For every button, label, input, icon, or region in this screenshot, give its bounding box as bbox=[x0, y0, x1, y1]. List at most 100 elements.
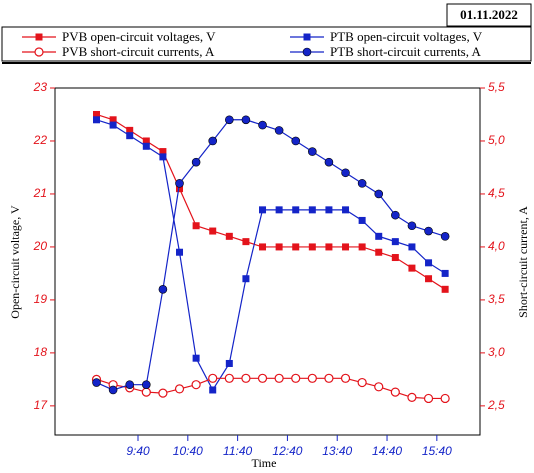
data-point bbox=[357, 377, 367, 388]
data-point bbox=[224, 373, 234, 383]
data-point bbox=[441, 269, 449, 277]
x-axis-label: Time bbox=[252, 456, 277, 470]
legend-label: PVB short-circuit currents, A bbox=[62, 44, 215, 59]
data-point bbox=[423, 393, 434, 404]
y-tick-label: 20 bbox=[33, 239, 48, 253]
data-point bbox=[440, 232, 450, 241]
legend-marker bbox=[302, 47, 312, 57]
data-point bbox=[126, 132, 134, 140]
data-point bbox=[209, 386, 217, 394]
data-point bbox=[241, 115, 251, 125]
data-point bbox=[291, 373, 301, 383]
data-point bbox=[208, 136, 218, 146]
data-point bbox=[126, 126, 134, 134]
y-tick-label: 17 bbox=[34, 398, 49, 412]
data-point bbox=[407, 392, 417, 402]
data-point bbox=[274, 126, 284, 135]
legend-label: PTB short-circuit currents, A bbox=[330, 44, 482, 59]
data-point bbox=[291, 136, 301, 146]
data-point bbox=[191, 157, 201, 167]
data-point bbox=[274, 373, 284, 383]
data-point bbox=[408, 264, 416, 272]
data-point bbox=[125, 380, 135, 389]
data-point bbox=[174, 384, 185, 394]
data-point bbox=[374, 189, 384, 199]
y2-tick-label: 3,5 bbox=[488, 292, 505, 306]
data-point bbox=[225, 115, 234, 125]
data-point bbox=[358, 216, 366, 224]
legend-label: PVB open-circuit voltages, V bbox=[62, 29, 216, 44]
data-point bbox=[325, 243, 333, 251]
y2-tick-label: 2,5 bbox=[487, 398, 505, 412]
data-point bbox=[176, 248, 184, 256]
data-point bbox=[225, 359, 233, 367]
data-point bbox=[191, 380, 201, 390]
data-point bbox=[208, 373, 218, 383]
data-point bbox=[425, 259, 433, 267]
legend-box bbox=[1, 26, 532, 62]
date: 01.11.2022 bbox=[460, 7, 518, 22]
y2-tick-label: 3,0 bbox=[488, 345, 505, 359]
data-point bbox=[308, 147, 317, 156]
legend-marker bbox=[35, 33, 43, 41]
data-point bbox=[257, 373, 268, 383]
data-point bbox=[292, 206, 300, 214]
data-point bbox=[424, 226, 433, 236]
data-point bbox=[93, 110, 101, 118]
data-point bbox=[391, 238, 399, 246]
data-point bbox=[375, 248, 383, 256]
y2-tick-label: 5,5 bbox=[488, 80, 505, 94]
data-point bbox=[292, 243, 300, 251]
y2-axis-label: Short-circuit current, A bbox=[516, 206, 530, 318]
data-point bbox=[391, 254, 399, 262]
series-line bbox=[96, 119, 446, 392]
data-point bbox=[408, 243, 416, 251]
series-line bbox=[96, 113, 446, 290]
data-point bbox=[241, 373, 251, 383]
data-point bbox=[324, 157, 334, 167]
legend-label: PTB open-circuit voltages, V bbox=[330, 29, 483, 44]
data-point bbox=[275, 243, 283, 251]
x-tick-label: 9:40 bbox=[126, 444, 150, 458]
data-point bbox=[307, 373, 317, 383]
data-point bbox=[225, 232, 233, 240]
data-point bbox=[308, 243, 316, 251]
legend-marker bbox=[303, 33, 311, 41]
data-point bbox=[259, 206, 267, 214]
x-tick-label: 15:40 bbox=[422, 444, 452, 458]
data-point bbox=[176, 185, 184, 193]
data-point bbox=[158, 388, 168, 398]
data-point bbox=[159, 148, 167, 156]
date-box bbox=[446, 3, 532, 27]
data-point bbox=[308, 206, 316, 214]
x-tick-label: 13:40 bbox=[322, 444, 352, 458]
data-point bbox=[242, 238, 250, 246]
y-tick-label: 22 bbox=[33, 133, 48, 147]
data-point bbox=[93, 116, 101, 124]
series-line bbox=[96, 377, 446, 400]
x-tick-label: 14:40 bbox=[372, 444, 402, 458]
data-point bbox=[175, 179, 184, 188]
data-point bbox=[192, 222, 200, 230]
y-tick-label: 23 bbox=[33, 80, 48, 94]
series-line bbox=[96, 119, 446, 391]
legend-marker bbox=[34, 47, 44, 57]
data-point bbox=[142, 380, 151, 389]
data-point bbox=[407, 221, 417, 231]
y-axis-label: Open-circuit voltage, V bbox=[8, 205, 22, 319]
data-point bbox=[357, 179, 367, 188]
y-tick-label: 21 bbox=[33, 186, 47, 200]
data-point bbox=[358, 243, 366, 251]
data-point bbox=[259, 243, 267, 251]
y2-tick-label: 4,0 bbox=[488, 239, 505, 253]
data-point bbox=[325, 206, 333, 214]
x-tick-label: 12:40 bbox=[272, 444, 302, 458]
y2-tick-label: 5,0 bbox=[488, 133, 505, 147]
data-point bbox=[374, 382, 384, 392]
data-point bbox=[441, 285, 449, 293]
data-point bbox=[324, 373, 334, 383]
data-point bbox=[108, 385, 118, 395]
data-point bbox=[258, 120, 267, 130]
data-point bbox=[425, 275, 433, 283]
data-point bbox=[142, 142, 150, 150]
